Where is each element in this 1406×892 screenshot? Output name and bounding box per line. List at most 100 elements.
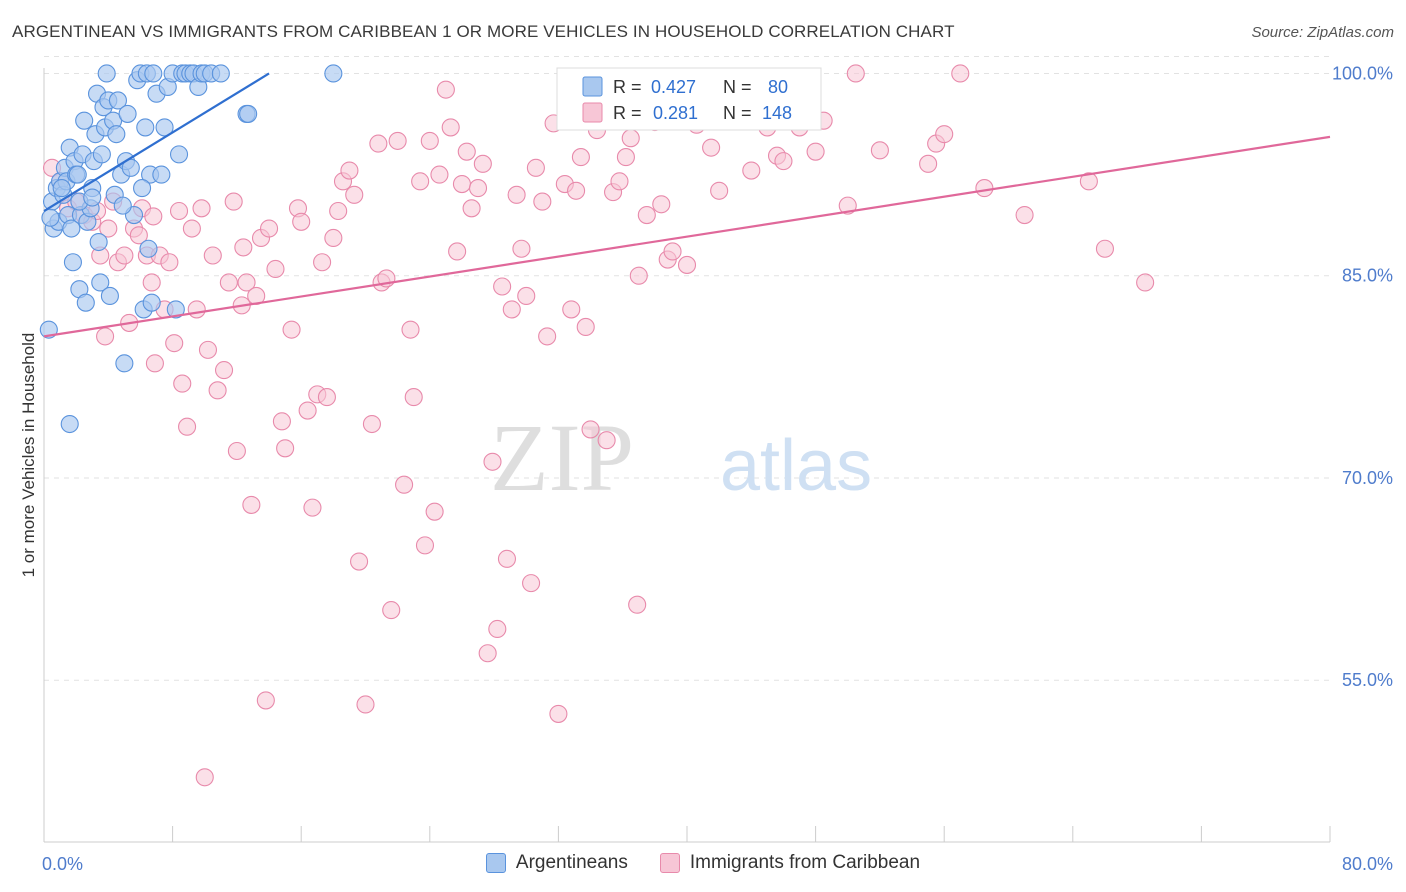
caribbean-point (493, 277, 512, 296)
argentinean-point (121, 158, 140, 177)
caribbean-point (317, 388, 336, 407)
caribbean-point (369, 134, 388, 153)
argentinean-point (118, 104, 137, 123)
trend-line-argentineans (43, 72, 270, 212)
caribbean-point (846, 64, 865, 83)
caribbean-point (237, 273, 256, 292)
caribbean-point (266, 259, 285, 279)
caribbean-point (160, 253, 179, 272)
caribbean-point (870, 141, 889, 160)
caribbean-point (182, 219, 201, 238)
argentinean-point (89, 232, 108, 252)
caribbean-point (441, 118, 460, 137)
caribbean-point (362, 414, 381, 434)
caribbean-point (526, 158, 545, 177)
caribbean-point (742, 161, 761, 180)
argentinean-point (133, 179, 152, 198)
caribbean-point (502, 300, 521, 319)
caribbean-point (448, 242, 467, 261)
caribbean-point (356, 695, 375, 714)
legend-n-label-2: N = (723, 103, 752, 123)
caribbean-point (1015, 206, 1034, 225)
series-caribbean-points (42, 64, 1155, 787)
caribbean-point (203, 246, 222, 265)
caribbean-point (144, 207, 163, 226)
caribbean-point (382, 601, 401, 620)
legend-n-value-2: 148 (762, 103, 792, 123)
source-label: Source: ZipAtlas.com (1251, 24, 1394, 41)
caribbean-point (652, 195, 671, 214)
caribbean-point (533, 192, 552, 211)
legend-r-value-1: 0.427 (651, 77, 696, 97)
caribbean-point (628, 595, 647, 614)
argentinean-point (60, 414, 79, 434)
y-tick-label-2: 85.0% (1342, 266, 1393, 286)
y-axis-label: 1 or more Vehicles in Household (19, 333, 38, 578)
caribbean-point (242, 495, 261, 514)
caribbean-point (512, 239, 531, 258)
caribbean-point (219, 273, 238, 292)
argentinean-point (115, 354, 134, 373)
argentinean-point (152, 165, 171, 184)
caribbean-point (919, 154, 938, 173)
tick-labels: 55.0% 70.0% 85.0% 100.0% 0.0% 80.0% (42, 63, 1393, 874)
caribbean-point (169, 201, 189, 221)
argentinean-point (166, 300, 185, 319)
argentinean-point (139, 239, 158, 258)
legend-swatch-blue (582, 76, 603, 97)
caribbean-point (473, 154, 492, 173)
watermark-zip: ZIP (490, 404, 634, 511)
caribbean-point (303, 498, 322, 517)
argentinean-point (62, 219, 81, 238)
caribbean-point (96, 327, 115, 346)
legend-label-argentineans: Argentineans (515, 852, 628, 873)
grid-lines (44, 55, 1330, 681)
argentinean-point (52, 179, 71, 198)
caribbean-point (276, 439, 295, 458)
argentinean-point (211, 64, 230, 83)
caribbean-point (192, 199, 211, 218)
caribbean-point (663, 242, 682, 261)
argentinean-point (41, 208, 60, 227)
argentinean-point (136, 118, 155, 137)
caribbean-point (522, 574, 541, 593)
caribbean-point (478, 644, 497, 663)
caribbean-point (227, 441, 246, 461)
caribbean-point (597, 431, 616, 450)
caribbean-point (436, 80, 455, 99)
stats-legend: R = 0.427 N = 80 R = 0.281 N = 148 (556, 67, 822, 131)
argentinean-point (155, 118, 174, 137)
caribbean-point (567, 181, 586, 200)
argentinean-point (68, 165, 87, 184)
legend-label-caribbean: Immigrants from Caribbean (689, 852, 921, 873)
caribbean-point (975, 179, 994, 198)
caribbean-point (282, 320, 301, 339)
caribbean-point (483, 452, 502, 471)
caribbean-point (774, 152, 793, 171)
legend-r-label-2: R = (613, 103, 642, 123)
caribbean-point (951, 64, 970, 83)
caribbean-point (388, 131, 407, 150)
caribbean-point (457, 142, 476, 161)
argentinean-point (169, 145, 189, 164)
chart-title: ARGENTINEAN VS IMMIGRANTS FROM CARIBBEAN… (12, 22, 955, 41)
argentinean-point (107, 125, 126, 144)
legend-n-value-1: 80 (768, 77, 788, 97)
caribbean-point (256, 691, 275, 710)
caribbean-point (187, 300, 206, 319)
trend-lines (43, 72, 1331, 338)
caribbean-point (621, 129, 640, 148)
caribbean-point (115, 246, 134, 265)
x-tick-label-max: 80.0% (1342, 854, 1393, 874)
caribbean-point (340, 161, 359, 180)
caribbean-point (637, 206, 656, 225)
caribbean-point (1095, 239, 1114, 258)
argentinean-point (83, 188, 102, 207)
caribbean-point (430, 165, 449, 184)
caribbean-point (129, 226, 148, 245)
series-argentineans-points (39, 64, 343, 434)
caribbean-point (616, 148, 635, 167)
caribbean-point (208, 381, 227, 400)
legend-swatch-caribbean (659, 853, 680, 873)
